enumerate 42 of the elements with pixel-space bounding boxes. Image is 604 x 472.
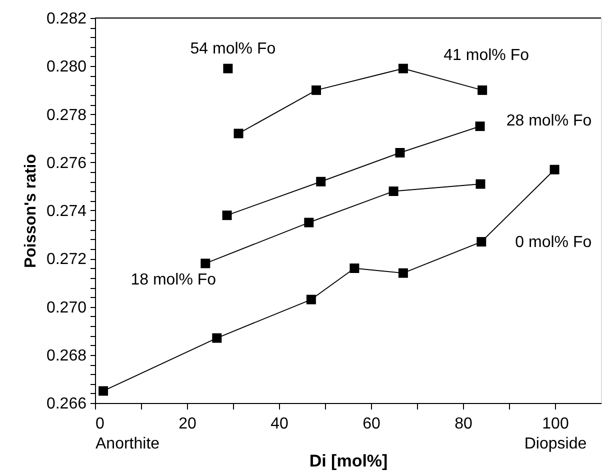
point <box>476 237 486 247</box>
point <box>222 210 232 220</box>
series-label: 54 mol% Fo <box>190 40 276 58</box>
point <box>550 164 560 174</box>
point <box>316 176 326 186</box>
y-tick-label: 0.266 <box>46 396 87 412</box>
y-tick-label: 0.270 <box>46 299 87 316</box>
point <box>212 333 222 343</box>
y-tick-label: 0.276 <box>46 154 87 172</box>
point <box>200 258 210 268</box>
y-tick-label: 0.268 <box>46 347 87 364</box>
point <box>304 218 314 228</box>
point <box>306 294 316 304</box>
point <box>475 122 485 132</box>
x-tick-label: 100 Diopside <box>524 416 587 452</box>
point <box>476 179 486 189</box>
x-tick-label: 60 <box>362 416 380 432</box>
point <box>478 85 488 95</box>
series-label: 0 mol% Fo <box>515 234 592 251</box>
x-tick-label: 0 Anorthite <box>96 416 160 452</box>
point <box>395 148 405 158</box>
legend-label: 18 mol% Fo <box>130 271 216 288</box>
point <box>398 64 408 74</box>
series-label: 28 mol% Fo <box>506 112 592 130</box>
point <box>223 64 233 74</box>
point <box>388 186 398 196</box>
point <box>312 85 322 95</box>
x-tick-label: 20 <box>178 416 196 432</box>
x-axis-title: Di [mol%] <box>309 452 388 470</box>
y-tick-label: 0.274 <box>46 203 87 220</box>
y-tick-label: 0.282 <box>46 10 87 28</box>
series-label: 41 mol% Fo <box>444 47 530 64</box>
x-tick-label: 40 <box>270 416 288 432</box>
y-tick-label: 0.278 <box>46 106 87 124</box>
point <box>98 386 108 396</box>
point <box>350 264 360 273</box>
point <box>234 128 244 138</box>
y-tick-label: 0.272 <box>46 251 87 268</box>
y-axis-title: Poisson's ratio <box>22 154 40 268</box>
point <box>398 268 408 278</box>
x-tick-label: 80 <box>454 416 472 432</box>
y-tick-label: 0.280 <box>46 58 87 76</box>
